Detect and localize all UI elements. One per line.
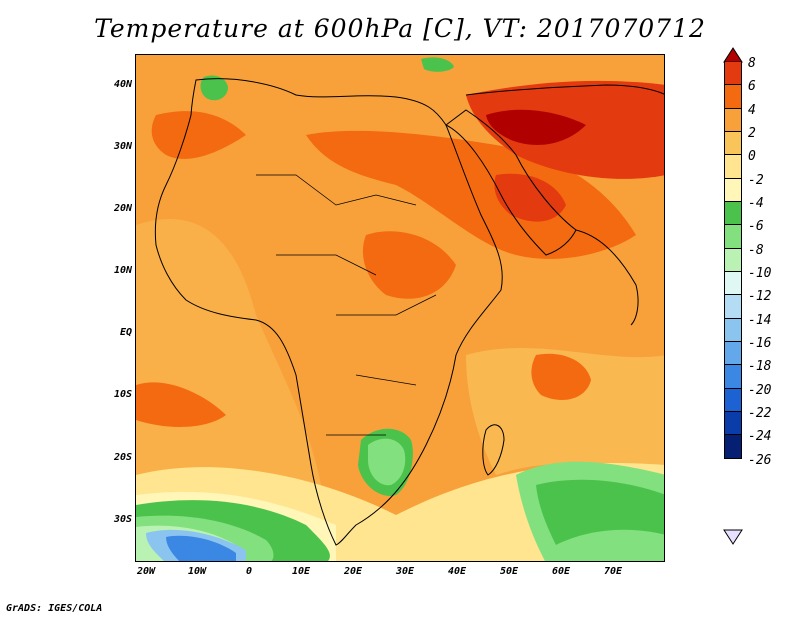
grads-credit: GrADS: IGES/COLA [6,603,103,614]
colorbar-label: 6 [748,79,756,95]
colorbar-swatch [724,271,742,296]
lat-label: 10S [113,389,132,400]
colorbar-bottom-arrow [723,529,743,545]
lon-label: 20E [343,566,363,577]
lat-label: 30S [113,514,132,525]
arabia-hot-core [494,173,566,222]
lat-label: 20N [113,203,132,214]
country-borders [256,174,437,436]
colorbar-swatch [724,341,742,366]
indian-ocean-colder-area [536,479,664,545]
colorbar-top-arrow [723,47,743,63]
colorbar-swatch [724,85,742,109]
lon-label: 10W [187,566,207,577]
colorbar-swatch [724,388,742,412]
colorbar-swatch [724,155,742,179]
colorbar-label: -16 [748,335,772,351]
colorbar-label: 8 [748,56,756,71]
colorbar-swatch [724,411,742,436]
south-atlantic-warm-tongue [136,382,226,427]
lat-label: 30N [113,141,132,152]
colorbar-label: -8 [748,242,764,258]
colorbar-label: -4 [748,195,764,211]
lon-label: 10E [291,566,311,577]
lon-label: 20W [136,566,156,577]
colorbar-swatch [724,108,742,132]
colorbar-label: -20 [748,382,772,398]
colorbar-label: 4 [748,102,756,118]
madagascar-coastline [482,424,505,476]
colorbar-swatch [724,225,742,249]
lon-label: 50E [499,566,519,577]
temperature-map [136,55,664,561]
colorbar-label: -22 [748,405,772,421]
mediterranean-cold-patch [421,57,454,72]
colorbar-label: 2 [748,125,756,141]
colorbar-label: -2 [748,172,764,188]
map-panel [135,54,665,562]
colorbar-swatch [724,295,742,319]
northwest-africa-warm-area [151,111,246,159]
indian-ocean-region [466,347,664,485]
lon-label: 60E [551,566,571,577]
colorbar-label: -10 [748,265,772,281]
atlas-cold-patch [200,75,228,101]
colorbar-swatch [724,62,742,86]
lon-label: 0 [245,566,253,577]
colorbar-label: 0 [748,149,756,165]
red-sea-arabia-coastline [445,109,577,256]
colorbar-swatch [724,131,742,156]
colorbar-swatch [724,365,742,389]
colorbar-swatch [724,201,742,226]
lat-label: 20S [113,452,132,463]
colorbar-label: -24 [748,429,772,445]
colorbar-label: -18 [748,359,772,375]
colorbar-label: -14 [748,312,772,328]
lon-label: 30E [395,566,415,577]
lat-label: 10N [113,265,132,276]
southern-africa-cool-core [368,438,406,486]
atlantic-warm-region [136,219,326,515]
india-coastline [575,229,639,326]
colorbar-swatch [724,248,742,272]
iran-hottest-core [486,109,586,145]
asia-coastline [465,84,664,96]
chart-title: Temperature at 600hPa [C], VT: 201707071… [94,14,706,43]
colorbar-swatch [724,318,742,342]
colorbar-label: -26 [748,452,772,468]
lat-label: EQ [119,327,132,338]
central-africa-warm-area [362,231,456,299]
colorbar [724,62,742,459]
lon-label: 40E [447,566,467,577]
colorbar-swatch [724,435,742,459]
colorbar-swatch [724,178,742,202]
colorbar-label: -6 [748,219,764,235]
lat-label: 40N [113,79,132,90]
lon-label: 70E [603,566,623,577]
madagascar-east-warm-area [531,353,591,400]
africa-coastline [154,78,503,546]
south-atlantic-coldest-core [166,535,236,561]
colorbar-label: -12 [748,289,772,305]
